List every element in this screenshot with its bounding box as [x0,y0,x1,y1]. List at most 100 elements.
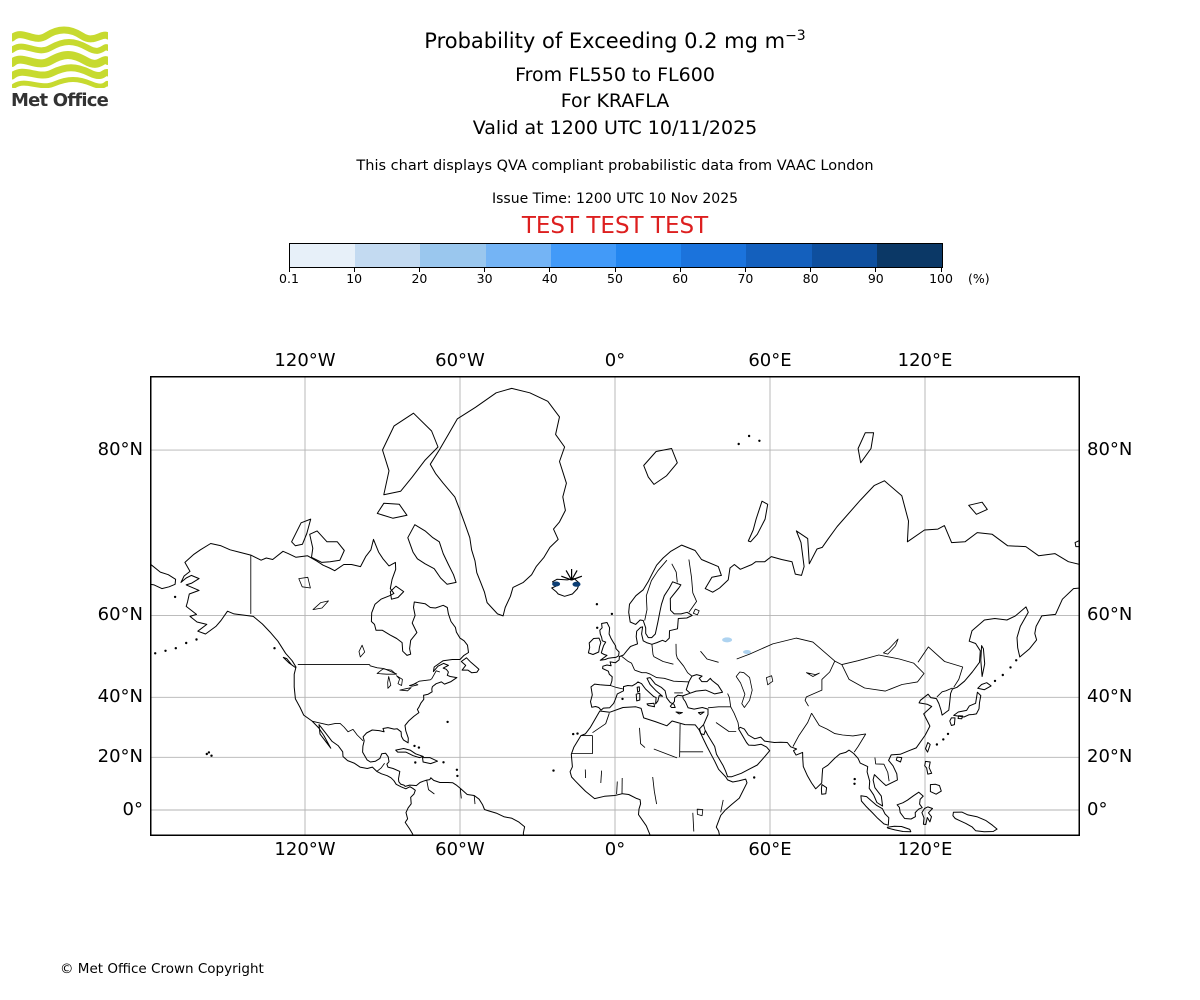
volcano-marker-icon [561,575,572,581]
small-island [173,595,177,599]
colorbar-tick [875,267,877,272]
country-border [707,706,731,709]
x-axis-label-bottom: 0° [604,839,626,860]
country-border [936,687,953,698]
country-border [639,727,646,748]
small-island [595,603,599,606]
country-border [653,656,674,665]
coastline [389,585,405,600]
lake-outline [766,675,774,686]
lake-outline [692,608,700,616]
logo-wave [12,39,108,54]
test-banner: TEST TEST TEST [521,213,709,239]
coastline [422,757,438,765]
country-border [811,712,866,737]
country-border [571,735,593,754]
coastline [886,825,912,833]
small-island [552,769,555,772]
coastline [636,686,640,693]
country-border [634,669,651,675]
y-axis-label-right: 0° [1087,799,1108,820]
country-border [720,799,724,813]
coastline [395,748,424,759]
coastline [551,578,580,597]
coastline [643,448,678,485]
met-office-logo-text: Met Office [11,90,109,111]
x-axis-label-top: 120°E [897,350,953,371]
coastline [977,682,992,691]
coastline [407,524,457,585]
volcano-marker-icon [571,570,578,581]
coastline [282,656,296,668]
small-island [942,738,945,741]
x-axis-label-top: 60°E [748,350,792,371]
small-island [442,761,445,764]
small-island [210,754,213,757]
country-border [644,559,668,621]
coastline [953,691,982,718]
country-border [369,664,398,675]
x-axis-label-bottom: 60°E [748,839,792,860]
coastline [376,502,408,519]
lake-outline [376,668,397,675]
colorbar-tick [549,267,551,272]
small-island [456,774,459,778]
colorbar-segment-10 [876,244,943,267]
coastline [646,702,655,708]
colorbar-segment-4 [485,244,551,267]
probability-patch-high [552,581,561,587]
chart-title: Probability of Exceeding 0.2 mg m−3 [424,28,806,53]
small-island [853,782,856,785]
small-island [417,746,421,749]
small-island [572,732,575,736]
coastline [860,795,890,826]
lake-outline [806,672,820,677]
colorbar-tick [614,267,616,272]
logo-wave [12,77,108,88]
country-border [410,670,441,687]
country-border [804,660,836,707]
country-border [621,655,635,671]
x-axis-label-top: 0° [604,350,626,371]
country-border [653,748,678,759]
colorbar-tick-label: 80 [802,271,819,286]
coastline [957,715,964,720]
small-island [273,647,276,650]
lake-outline [298,576,311,589]
small-island [1015,659,1018,662]
coastline [857,432,875,464]
country-border [692,812,695,832]
coastline [429,387,567,617]
y-axis-label-left: 80°N [97,439,143,461]
subtitle-valid-time: Valid at 1200 UTC 10/11/2025 [472,117,758,139]
probability-colorbar [289,243,943,268]
coastline [309,530,345,563]
colorbar-segment-5 [550,244,617,267]
coastline [569,706,748,836]
coastline [747,500,769,543]
x-axis-label-bottom: 120°W [274,839,336,860]
probability-patch-low [743,650,751,654]
coastline [820,784,828,795]
y-axis-label-left: 20°N [97,746,143,768]
colorbar-tick-label: 0.1 [279,271,299,286]
country-border [730,706,740,729]
small-island [935,743,939,746]
coastline [980,645,986,677]
country-border [616,781,618,795]
map-frame [150,376,1080,836]
small-island [993,679,997,683]
country-border [688,559,698,613]
country-border [841,654,925,692]
coastline [675,711,683,715]
colorbar-unit-label: (%) [968,271,990,286]
colorbar-tick-label: 90 [867,271,884,286]
colorbar-tick-label: 30 [476,271,493,286]
small-island [207,751,211,754]
colorbar-tick-label: 10 [346,271,363,286]
y-axis-label-right: 20°N [1087,746,1133,768]
volcano-marker-icon [565,570,573,581]
coastline [895,756,903,763]
small-island [596,626,599,629]
